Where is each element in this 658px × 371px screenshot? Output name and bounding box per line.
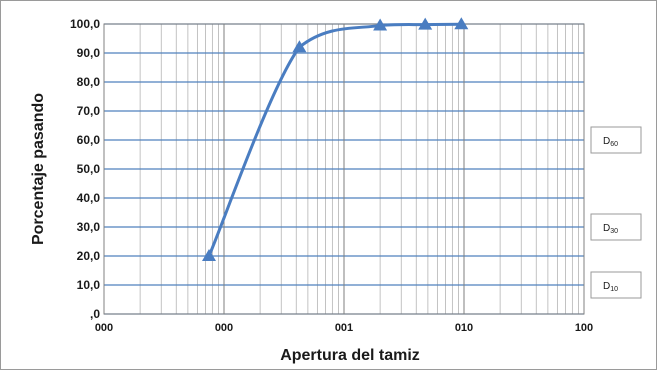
y-tick-label: 50,0: [77, 162, 101, 176]
y-tick-label: 40,0: [77, 191, 101, 205]
reference-label-subscript: 60: [610, 141, 618, 148]
y-tick-label: 90,0: [77, 46, 101, 60]
data-point-marker: [202, 249, 217, 261]
y-axis-title: Porcentaje pasando: [30, 93, 47, 245]
reference-label-subscript: 30: [610, 228, 618, 235]
x-tick-label: 000: [95, 322, 113, 334]
data-point-marker: [418, 17, 433, 30]
x-axis-title: Apertura del tamiz: [280, 347, 420, 364]
y-tick-label: 30,0: [77, 220, 101, 234]
reference-box: [590, 126, 642, 154]
y-tick-label: 80,0: [77, 75, 101, 89]
reference-label-base: D: [603, 136, 610, 147]
data-point-marker: [373, 18, 388, 31]
reference-label-subscript: 10: [610, 286, 618, 293]
y-tick-label: 10,0: [77, 278, 101, 292]
x-tick-label: 001: [335, 322, 353, 334]
reference-label-base: D: [603, 281, 610, 292]
y-tick-label: 100,0: [70, 17, 100, 31]
y-tick-label: 20,0: [77, 249, 101, 263]
data-point-marker: [454, 17, 469, 30]
data-point-marker: [292, 40, 307, 53]
reference-box: [590, 271, 642, 299]
plot-area-border: [103, 23, 585, 315]
y-tick-label: ,0: [90, 307, 100, 321]
x-tick-label: 010: [455, 322, 473, 334]
reference-label: D30: [603, 223, 618, 235]
reference-label: D60: [603, 136, 618, 148]
y-tick-label: 70,0: [77, 104, 101, 118]
x-tick-label: 000: [215, 322, 233, 334]
reference-label: D10: [603, 281, 618, 293]
reference-box: [590, 213, 642, 241]
x-tick-label: 100: [575, 322, 593, 334]
y-tick-label: 60,0: [77, 133, 101, 147]
reference-label-base: D: [603, 223, 610, 234]
